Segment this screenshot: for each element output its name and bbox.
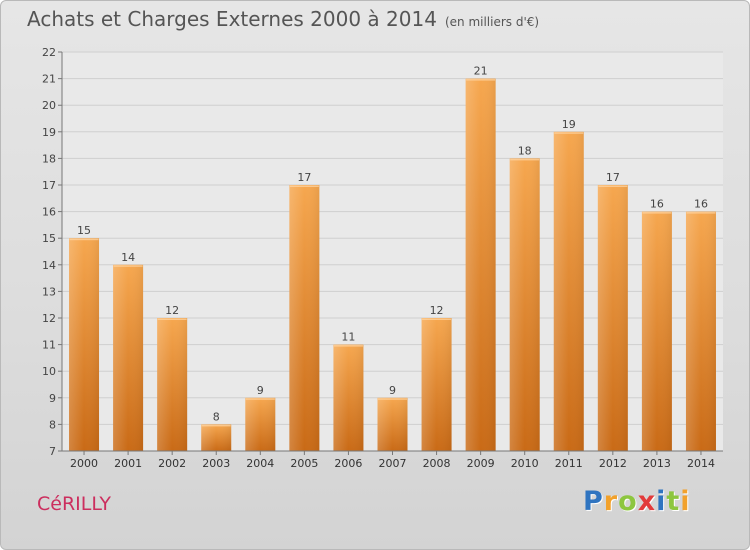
y-tick-label: 21: [42, 73, 56, 86]
x-tick-label: 2009: [467, 457, 495, 470]
y-tick-label: 12: [42, 312, 56, 325]
bar-shine: [201, 424, 232, 451]
data-label: 8: [213, 410, 220, 423]
bar-shine: [509, 158, 540, 451]
x-tick-label: 2011: [555, 457, 583, 470]
x-tick-label: 2001: [114, 457, 142, 470]
x-tick-label: 2002: [158, 457, 186, 470]
bar-shine: [597, 185, 628, 451]
bar-top-highlight: [686, 212, 716, 214]
bar-top-highlight: [157, 318, 187, 320]
data-label: 18: [518, 144, 532, 157]
bar-shine: [245, 397, 276, 451]
y-tick-label: 18: [42, 152, 56, 165]
x-tick-label: 2010: [511, 457, 539, 470]
bar-shine: [641, 211, 672, 451]
bar-top-highlight: [378, 398, 407, 400]
x-tick-label: 2000: [70, 457, 98, 470]
proxiti-logo[interactable]: Proxiti: [583, 486, 691, 517]
x-tick-label: 2008: [423, 457, 451, 470]
bar-shine: [289, 185, 320, 451]
bar-top-highlight: [113, 265, 143, 267]
logo-letter: o: [618, 486, 638, 517]
x-tick-label: 2004: [246, 457, 274, 470]
y-tick-label: 16: [42, 206, 56, 219]
y-tick-label: 19: [42, 126, 56, 139]
x-tick-label: 2005: [290, 457, 318, 470]
bar-shine: [157, 318, 188, 451]
bar-top-highlight: [289, 185, 319, 187]
bar-shine: [69, 238, 100, 451]
data-label: 17: [606, 171, 620, 184]
bar-top-highlight: [201, 424, 231, 427]
data-label: 12: [165, 304, 179, 317]
commune-name: CéRILLY: [37, 493, 112, 515]
bar-shine: [333, 344, 364, 451]
chart-title: Achats et Charges Externes 2000 à 2014 (e…: [27, 7, 539, 31]
logo-letter: i: [680, 486, 691, 517]
y-tick-label: 14: [42, 259, 56, 272]
data-label: 16: [694, 198, 708, 211]
bar-shine: [421, 318, 452, 451]
data-label: 9: [257, 384, 264, 397]
bar-shine: [465, 78, 496, 451]
data-label: 15: [77, 224, 91, 237]
logo-letter: x: [637, 486, 657, 517]
bar-top-highlight: [422, 318, 452, 320]
data-label: 19: [562, 118, 576, 131]
y-tick-label: 22: [42, 46, 56, 59]
y-tick-label: 11: [42, 339, 56, 352]
bar-top-highlight: [69, 238, 99, 241]
bar-shine: [377, 397, 408, 451]
data-label: 11: [341, 331, 355, 344]
y-tick-label: 8: [49, 418, 56, 431]
x-tick-label: 2012: [599, 457, 627, 470]
x-tick-label: 2014: [687, 457, 715, 470]
data-label: 12: [430, 304, 444, 317]
x-tick-label: 2013: [643, 457, 671, 470]
logo-letter: t: [666, 486, 681, 517]
y-tick-label: 13: [42, 285, 56, 298]
y-tick-label: 7: [49, 445, 56, 458]
bar-top-highlight: [554, 132, 584, 134]
bar-shine: [553, 131, 584, 452]
data-label: 14: [121, 251, 135, 264]
bar-shine: [113, 264, 144, 451]
bar-top-highlight: [333, 345, 363, 347]
bar-top-highlight: [466, 79, 496, 81]
data-label: 9: [389, 384, 396, 397]
bar-shine: [685, 211, 716, 451]
y-tick-label: 20: [42, 99, 56, 112]
x-tick-label: 2007: [379, 457, 407, 470]
x-tick-label: 2003: [202, 457, 230, 470]
logo-letter: i: [656, 486, 667, 517]
data-label: 17: [297, 171, 311, 184]
y-tick-label: 17: [42, 179, 56, 192]
y-tick-label: 10: [42, 365, 56, 378]
bar-top-highlight: [598, 185, 628, 187]
bar-top-highlight: [245, 398, 275, 400]
y-tick-label: 15: [42, 232, 56, 245]
y-tick-label: 9: [49, 392, 56, 405]
logo-letter: r: [603, 486, 619, 517]
data-label: 16: [650, 198, 664, 211]
bar-top-highlight: [510, 158, 540, 161]
chart-title-text: Achats et Charges Externes 2000 à 2014: [27, 7, 437, 31]
x-tick-label: 2006: [334, 457, 362, 470]
logo-letter: P: [583, 486, 604, 517]
data-label: 21: [474, 65, 488, 78]
bar-top-highlight: [642, 212, 672, 214]
chart-unit: (en milliers d'€): [444, 15, 540, 29]
